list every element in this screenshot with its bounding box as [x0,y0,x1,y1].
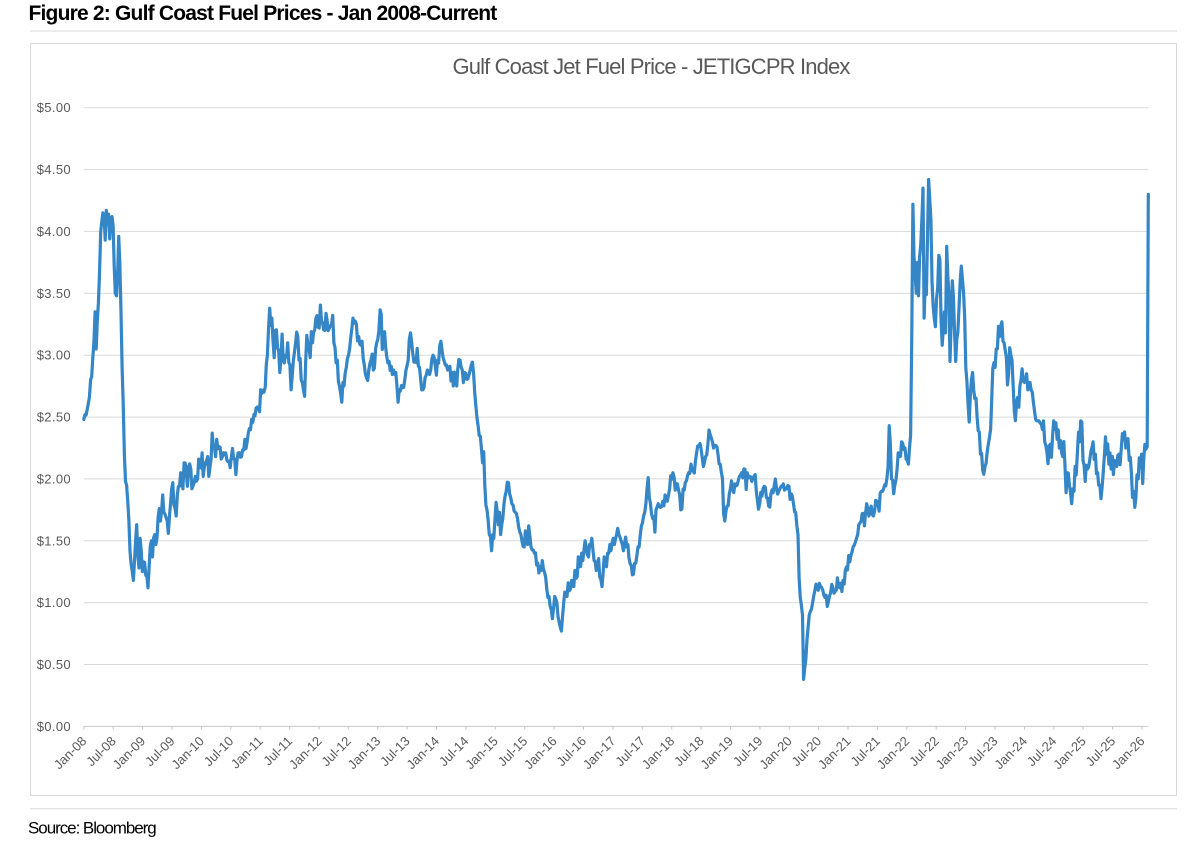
svg-text:$2.00: $2.00 [37,471,71,486]
svg-text:$3.00: $3.00 [37,348,71,363]
svg-text:$2.50: $2.50 [37,410,71,425]
svg-text:$0.00: $0.00 [37,719,71,734]
svg-text:$1.00: $1.00 [37,595,71,610]
svg-text:Source: Bloomberg: Source: Bloomberg [28,818,156,837]
svg-text:$0.50: $0.50 [37,657,71,672]
svg-text:$1.50: $1.50 [37,533,71,548]
svg-text:$4.00: $4.00 [37,224,71,239]
svg-text:$3.50: $3.50 [37,286,71,301]
svg-text:Gulf Coast Jet Fuel Price - JE: Gulf Coast Jet Fuel Price - JETIGCPR Ind… [452,54,850,79]
svg-text:$5.00: $5.00 [37,100,71,115]
svg-text:$4.50: $4.50 [37,162,71,177]
svg-text:Figure 2: Gulf Coast Fuel Pric: Figure 2: Gulf Coast Fuel Prices - Jan 2… [29,2,498,25]
